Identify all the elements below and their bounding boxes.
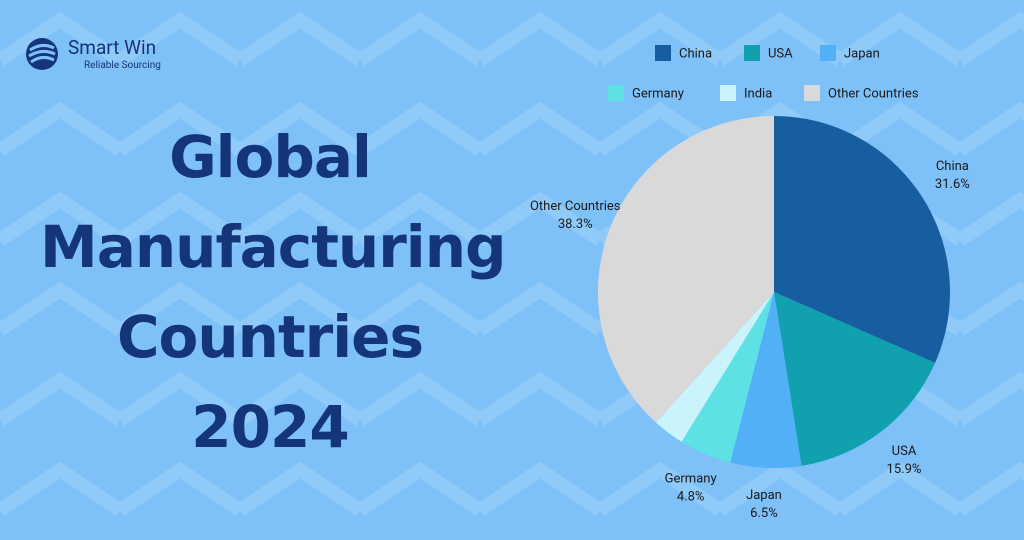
slice-value-label: 6.5%	[750, 506, 778, 521]
legend-swatch	[608, 85, 624, 101]
slice-label: China	[936, 159, 969, 174]
pie-slice	[598, 116, 774, 423]
slice-value-label: 31.6%	[935, 177, 970, 192]
legend-swatch	[744, 45, 760, 61]
slice-value-label: 38.3%	[558, 217, 593, 232]
legend-label: USA	[768, 46, 793, 61]
legend-label: Germany	[632, 86, 684, 101]
logo-name: Smart Win	[68, 36, 157, 59]
pie-slice	[774, 292, 936, 466]
legend-swatch	[820, 45, 836, 61]
slice-label: Japan	[746, 488, 782, 503]
pie-slice	[774, 116, 950, 363]
legend-label: China	[679, 46, 712, 61]
slice-label: USA	[892, 444, 917, 459]
legend-label: Japan	[844, 46, 880, 61]
legend-swatch	[804, 85, 820, 101]
slice-label: Germany	[665, 471, 717, 486]
legend-swatch	[720, 85, 736, 101]
legend-label: Other Countries	[828, 86, 919, 101]
slice-label: Other Countries	[530, 199, 621, 214]
chart-title: Global Manufacturing Countries 2024	[40, 123, 507, 461]
slice-value-label: 15.9%	[887, 462, 922, 477]
legend-swatch	[655, 45, 671, 61]
pie-slice	[730, 292, 802, 468]
slice-value-label: 4.8%	[677, 489, 705, 504]
pie-slice	[655, 292, 774, 442]
legend-label: India	[744, 86, 772, 101]
logo-icon	[26, 38, 58, 70]
pie-slice	[681, 292, 774, 463]
logo-tagline: Reliable Sourcing	[84, 60, 161, 71]
